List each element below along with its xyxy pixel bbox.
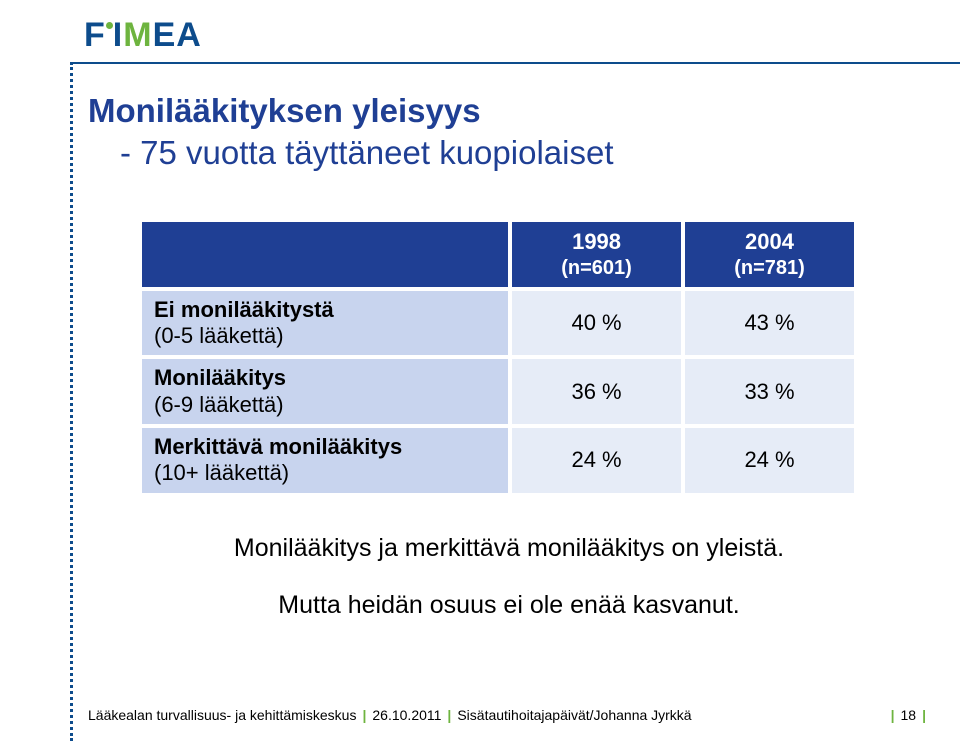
row2-label: Monilääkitys xyxy=(154,365,286,390)
logo-text: F I M E A xyxy=(84,16,202,55)
row2-label-cell: Monilääkitys (6-9 lääkettä) xyxy=(142,359,508,424)
logo-letter-m: M xyxy=(123,16,152,55)
col2-n: (n=781) xyxy=(697,256,842,281)
row1-v2: 43 % xyxy=(685,291,854,356)
footer-sep-icon: | xyxy=(891,707,895,723)
header-rule xyxy=(70,62,960,64)
row3-label-cell: Merkittävä monilääkitys (10+ lääkettä) xyxy=(142,428,508,493)
footer-sep-icon: | xyxy=(447,707,451,723)
row2-sub: (6-9 lääkettä) xyxy=(154,392,496,418)
slide-title: Monilääkityksen yleisyys - 75 vuotta täy… xyxy=(88,92,614,172)
col1-n: (n=601) xyxy=(524,256,669,281)
logo-letter-a: A xyxy=(176,16,202,55)
footer-org: Lääkealan turvallisuus- ja kehittämiskes… xyxy=(88,707,356,723)
left-dotted-border xyxy=(70,62,73,741)
table-row: Merkittävä monilääkitys (10+ lääkettä) 2… xyxy=(142,428,854,493)
footer-page: 18 xyxy=(901,707,917,723)
col2-year: 2004 xyxy=(745,229,794,254)
row1-sub: (0-5 lääkettä) xyxy=(154,323,496,349)
row3-v2: 24 % xyxy=(685,428,854,493)
footer: Lääkealan turvallisuus- ja kehittämiskes… xyxy=(88,707,932,723)
body-text: Monilääkitys ja merkittävä monilääkitys … xyxy=(138,534,880,648)
logo-letter-i: I xyxy=(113,16,123,55)
footer-right: | 18 | xyxy=(885,707,932,723)
row3-v1: 24 % xyxy=(512,428,681,493)
title-line-2: - 75 vuotta täyttäneet kuopiolaiset xyxy=(120,134,614,172)
row3-sub: (10+ lääkettä) xyxy=(154,460,496,486)
table-header-row: 1998 (n=601) 2004 (n=781) xyxy=(142,222,854,287)
row1-label-cell: Ei monilääkitystä (0-5 lääkettä) xyxy=(142,291,508,356)
row2-v1: 36 % xyxy=(512,359,681,424)
logo: F I M E A xyxy=(84,16,202,55)
footer-sep-icon: | xyxy=(922,707,926,723)
table-header-blank xyxy=(142,222,508,287)
table-header-col-1: 1998 (n=601) xyxy=(512,222,681,287)
logo-letter-f: F xyxy=(84,16,106,55)
row1-label: Ei monilääkitystä xyxy=(154,297,334,322)
row2-v2: 33 % xyxy=(685,359,854,424)
footer-sep-icon: | xyxy=(362,707,366,723)
row1-v1: 40 % xyxy=(512,291,681,356)
data-table: 1998 (n=601) 2004 (n=781) Ei monilääkity… xyxy=(138,218,858,497)
logo-letter-e: E xyxy=(153,16,177,55)
table-header-col-2: 2004 (n=781) xyxy=(685,222,854,287)
title-line-1: Monilääkityksen yleisyys xyxy=(88,92,614,130)
table-row: Monilääkitys (6-9 lääkettä) 36 % 33 % xyxy=(142,359,854,424)
paragraph-1: Monilääkitys ja merkittävä monilääkitys … xyxy=(138,534,880,563)
row3-label: Merkittävä monilääkitys xyxy=(154,434,402,459)
table-row: Ei monilääkitystä (0-5 lääkettä) 40 % 43… xyxy=(142,291,854,356)
col1-year: 1998 xyxy=(572,229,621,254)
paragraph-2: Mutta heidän osuus ei ole enää kasvanut. xyxy=(138,591,880,620)
footer-event: Sisätautihoitajapäivät/Johanna Jyrkkä xyxy=(457,707,691,723)
footer-date: 26.10.2011 xyxy=(372,707,441,723)
logo-dot-icon xyxy=(106,22,113,29)
